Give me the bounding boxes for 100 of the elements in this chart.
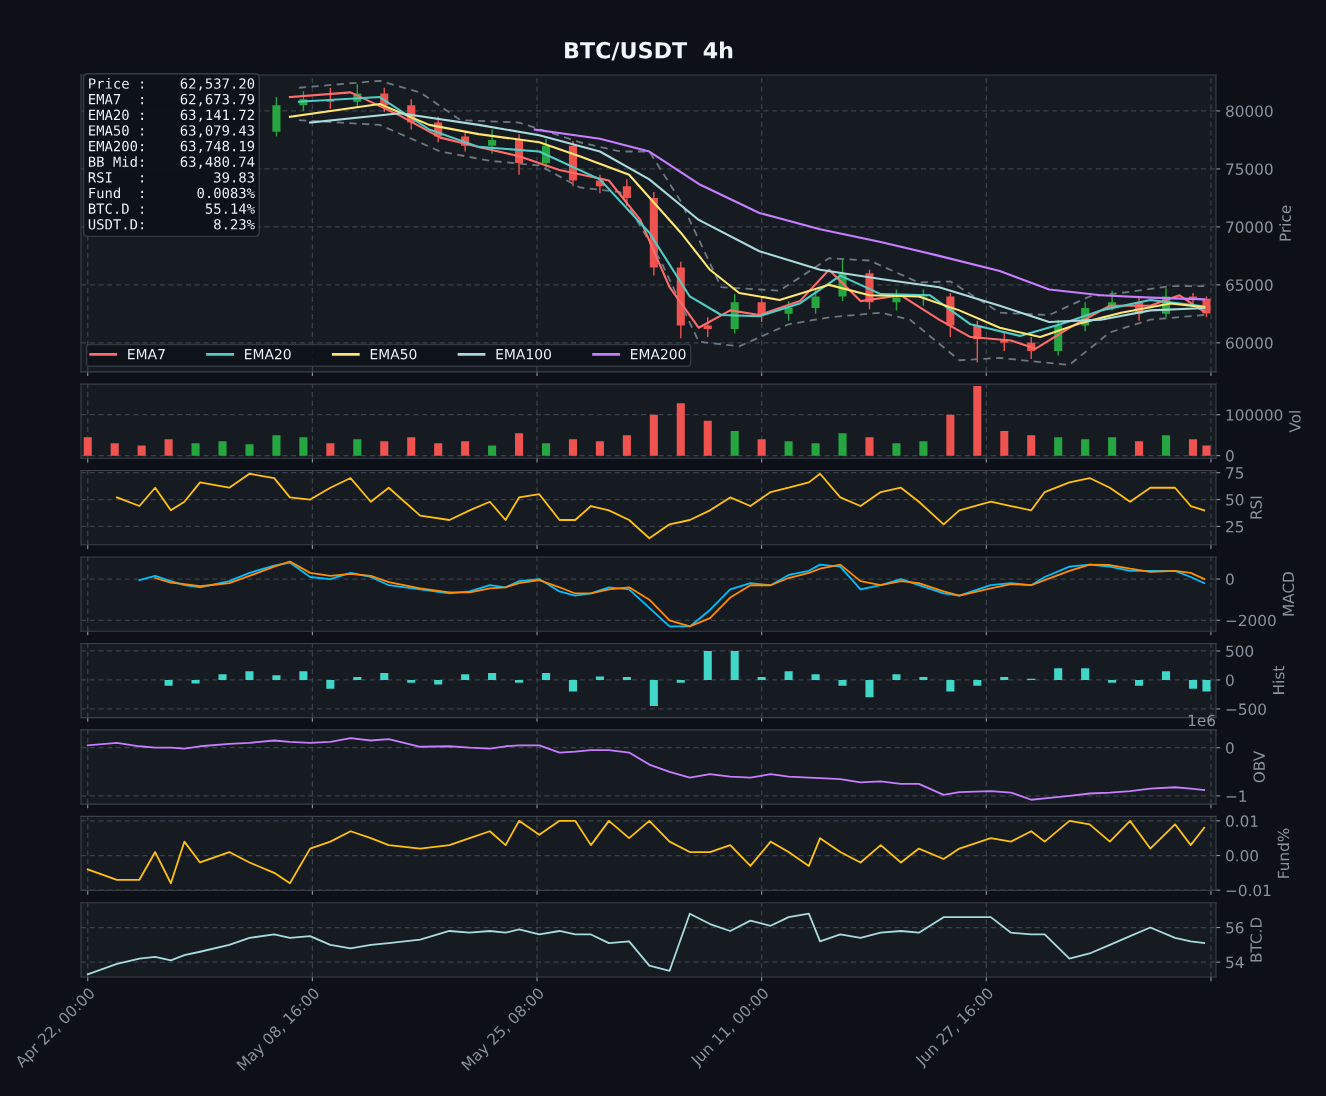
y-tick-label: −0.01 <box>1226 884 1271 897</box>
bar <box>784 441 793 456</box>
y-axis-title: RSI <box>1250 496 1262 519</box>
bar <box>865 679 874 698</box>
candlestick <box>488 128 497 155</box>
bar <box>1054 437 1063 456</box>
bar <box>973 679 982 686</box>
bar <box>946 679 955 692</box>
y-tick-label: 65000 <box>1226 279 1273 291</box>
y-tick-label: −1 <box>1226 790 1247 802</box>
y-tick-label: 75000 <box>1226 163 1273 175</box>
legend-label: EMA7 <box>128 349 165 360</box>
y-tick-label: 56 <box>1226 921 1244 934</box>
bar <box>380 673 389 680</box>
y-tick-label: 25 <box>1226 520 1244 533</box>
bar <box>919 677 928 680</box>
y-tick-label: 50 <box>1226 494 1244 506</box>
y-tick-label: 0 <box>1226 674 1234 686</box>
bar <box>218 441 227 456</box>
bar <box>1161 671 1171 680</box>
legend-label: EMA100 <box>496 348 551 360</box>
bar <box>568 439 578 456</box>
bar <box>811 443 820 456</box>
bar <box>757 677 766 680</box>
annotation: BB Mid: 63,480.74 <box>88 156 255 169</box>
bar <box>703 650 712 680</box>
y-axis-title: Vol <box>1288 411 1301 433</box>
candlestick <box>622 178 631 207</box>
bar <box>595 676 604 680</box>
annotation: 1e6 <box>1188 714 1216 727</box>
annotation: EMA50 : 63,079.43 <box>89 125 254 138</box>
bar <box>299 437 308 456</box>
bar <box>164 439 173 456</box>
y-tick-label: 0 <box>1226 450 1234 462</box>
y-axis-title: Fund% <box>1277 828 1290 878</box>
bar <box>622 435 631 456</box>
candlestick <box>757 295 766 323</box>
bar <box>1000 431 1009 456</box>
annotation: EMA200: 63,748.19 <box>89 140 255 154</box>
y-axis-title: MACD <box>1282 572 1295 616</box>
y-tick-label: 54 <box>1226 956 1244 969</box>
y-axis-title: BTC.D <box>1250 917 1262 962</box>
bar <box>1135 441 1144 456</box>
bar <box>946 414 955 456</box>
y-tick-label: 0 <box>1226 573 1234 586</box>
bar <box>919 441 928 456</box>
bar <box>218 674 227 680</box>
bar <box>407 437 416 456</box>
bar <box>541 443 551 456</box>
bar <box>1161 435 1171 456</box>
bar <box>811 674 820 680</box>
bar <box>1081 439 1090 456</box>
bar <box>434 443 443 456</box>
bar <box>407 679 416 683</box>
y-tick-label: 0 <box>1226 742 1234 754</box>
legend-label: EMA50 <box>370 348 417 360</box>
bar <box>488 673 497 680</box>
bar <box>892 443 901 456</box>
annotation: Fund : 0.0083% <box>89 187 255 199</box>
bar <box>326 443 335 456</box>
bar <box>1188 439 1198 456</box>
annotation: USDT.D: 8.23% <box>88 219 255 230</box>
bar <box>434 679 443 685</box>
bar <box>703 420 712 456</box>
y-tick-label: 80000 <box>1226 105 1273 117</box>
bar <box>595 441 604 456</box>
bar <box>380 441 389 456</box>
candlestick <box>811 288 820 315</box>
chart-title: BTC/USDT 4h <box>565 41 733 61</box>
y-tick-label: 100000 <box>1226 409 1283 421</box>
bar <box>83 437 92 456</box>
bar <box>892 674 901 680</box>
y-tick-label: 500 <box>1226 645 1254 657</box>
bar <box>515 433 524 456</box>
bar <box>1081 668 1090 680</box>
bar <box>730 650 739 680</box>
annotation: Price : 62,537.20 <box>89 78 255 91</box>
y-axis-title: OBV <box>1253 750 1265 783</box>
bar <box>461 441 470 456</box>
bar <box>568 679 578 692</box>
bar <box>272 675 281 680</box>
bar <box>164 679 173 686</box>
bar <box>272 435 281 456</box>
y-tick-label: 0.01 <box>1226 815 1258 827</box>
bar <box>1027 435 1036 456</box>
bar <box>1188 679 1198 689</box>
y-axis-title: Price <box>1279 205 1292 241</box>
y-tick-label: 0.00 <box>1226 849 1259 862</box>
y-axis-title: Hist <box>1272 666 1285 694</box>
y-tick-label: 75 <box>1226 467 1244 479</box>
bar <box>137 445 146 456</box>
bar <box>649 414 658 456</box>
bar <box>838 679 847 686</box>
bar <box>299 671 308 680</box>
bar <box>191 443 200 456</box>
bar <box>353 439 362 456</box>
bar <box>461 674 470 680</box>
bar <box>245 444 254 456</box>
bar <box>1054 668 1063 680</box>
annotation: RSI : 39.83 <box>88 172 254 183</box>
